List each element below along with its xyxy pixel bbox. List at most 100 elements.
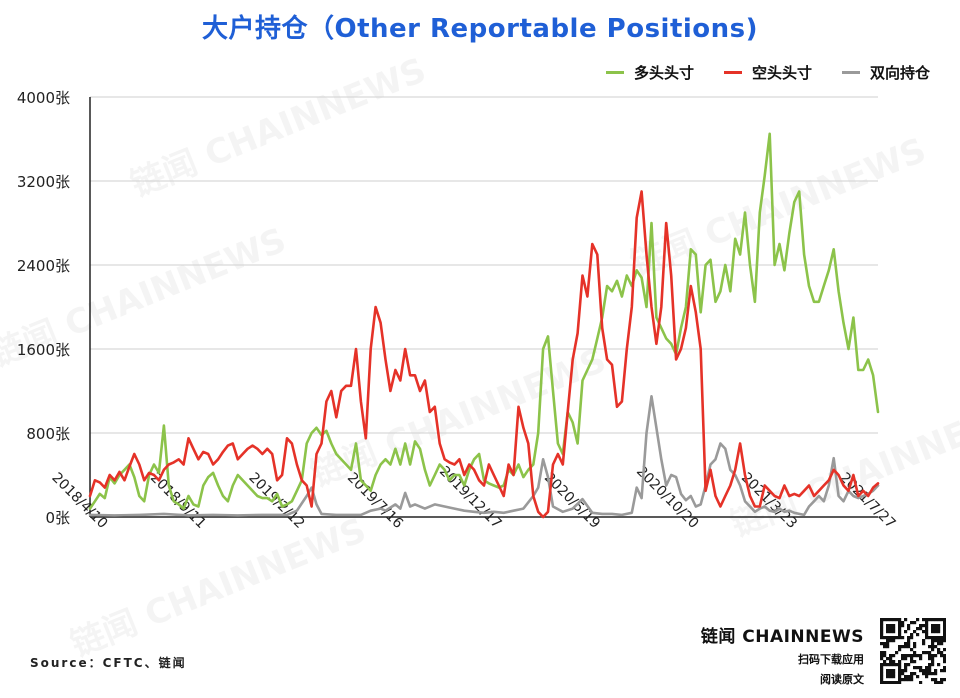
- qr-module: [901, 636, 905, 640]
- qr-module: [892, 675, 896, 679]
- qr-module: [922, 624, 926, 628]
- qr-module: [943, 657, 946, 661]
- qr-module: [940, 669, 944, 673]
- qr-module: [925, 636, 929, 640]
- qr-module: [928, 666, 932, 670]
- qr-module: [892, 624, 896, 628]
- qr-module: [928, 657, 932, 661]
- legend-swatch-short: [723, 71, 742, 74]
- qr-module: [943, 630, 946, 634]
- qr-module: [898, 630, 902, 634]
- qr-module: [895, 651, 899, 655]
- qr-module: [943, 666, 946, 670]
- qr-module: [892, 672, 896, 676]
- qr-module: [901, 657, 905, 661]
- qr-module: [886, 657, 890, 661]
- qr-module: [889, 639, 893, 643]
- qr-module: [886, 645, 890, 649]
- qr-module: [883, 645, 887, 649]
- series-line-long: [88, 132, 880, 510]
- y-tick-label: 2400张: [17, 257, 70, 275]
- qr-module: [937, 636, 941, 640]
- qr-module: [889, 669, 893, 673]
- qr-module: [925, 621, 929, 625]
- qr-module: [940, 678, 944, 682]
- qr-module: [913, 621, 917, 625]
- qr-module: [925, 627, 929, 631]
- qr-module: [940, 639, 944, 643]
- qr-module: [889, 618, 893, 622]
- series-line-spread: [88, 395, 880, 517]
- qr-module: [910, 660, 914, 664]
- qr-module: [934, 630, 938, 634]
- qr-module: [940, 681, 944, 684]
- qr-module: [889, 654, 893, 658]
- qr-module: [883, 663, 887, 667]
- qr-module: [880, 618, 884, 622]
- qr-module: [880, 675, 884, 679]
- qr-module: [880, 636, 884, 640]
- qr-module: [895, 618, 899, 622]
- qr-module: [913, 645, 917, 649]
- qr-module: [886, 675, 890, 679]
- qr-module: [943, 678, 946, 682]
- qr-module: [940, 618, 944, 622]
- qr-module: [907, 663, 911, 667]
- legend-label-long: 多头头寸: [633, 64, 694, 82]
- qr-module: [910, 678, 914, 682]
- qr-module: [919, 657, 923, 661]
- qr-module: [907, 675, 911, 679]
- qr-module: [904, 642, 908, 646]
- qr-module: [898, 621, 902, 625]
- qr-module: [889, 657, 893, 661]
- qr-module: [880, 642, 884, 646]
- qr-module: [907, 645, 911, 649]
- qr-module: [898, 666, 902, 670]
- qr-module: [886, 639, 890, 643]
- qr-module: [895, 681, 899, 684]
- qr-module: [904, 675, 908, 679]
- qr-module: [925, 624, 929, 628]
- qr-module: [901, 621, 905, 625]
- qr-module: [916, 654, 920, 658]
- qr-module: [898, 645, 902, 649]
- qr-module: [922, 669, 926, 673]
- qr-module: [898, 636, 902, 640]
- qr-module: [886, 630, 890, 634]
- qr-module: [886, 642, 890, 646]
- qr-module: [880, 624, 884, 628]
- qr-module: [922, 639, 926, 643]
- qr-module: [931, 639, 935, 643]
- qr-module: [904, 630, 908, 634]
- qr-module: [937, 648, 941, 652]
- legend-label-short: 空头头寸: [751, 64, 812, 82]
- qr-module: [907, 636, 911, 640]
- qr-module: [931, 627, 935, 631]
- qr-module: [898, 624, 902, 628]
- qr-module: [922, 642, 926, 646]
- qr-module: [937, 663, 941, 667]
- x-tick-label: 2021/7/27: [836, 470, 898, 532]
- qr-module: [931, 672, 935, 676]
- qr-module: [880, 651, 884, 655]
- qr-module: [913, 654, 917, 658]
- qr-module: [907, 639, 911, 643]
- brand-read-text: 阅读原文: [820, 673, 864, 686]
- qr-module: [931, 678, 935, 682]
- qr-module: [898, 669, 902, 673]
- qr-module: [919, 681, 923, 684]
- qr-module: [931, 663, 935, 667]
- qr-module: [886, 624, 890, 628]
- qr-module: [886, 627, 890, 631]
- qr-module: [916, 627, 920, 631]
- legend-item-long: 多头头寸: [605, 62, 694, 83]
- qr-module: [883, 651, 887, 655]
- qr-module: [892, 681, 896, 684]
- chart-title: 大户持仓（Other Reportable Positions): [201, 14, 759, 44]
- qr-module: [934, 672, 938, 676]
- qr-module: [898, 678, 902, 682]
- qr-module: [943, 669, 946, 673]
- qr-module: [910, 648, 914, 652]
- qr-module: [937, 627, 941, 631]
- qr-code-icon[interactable]: [880, 618, 946, 684]
